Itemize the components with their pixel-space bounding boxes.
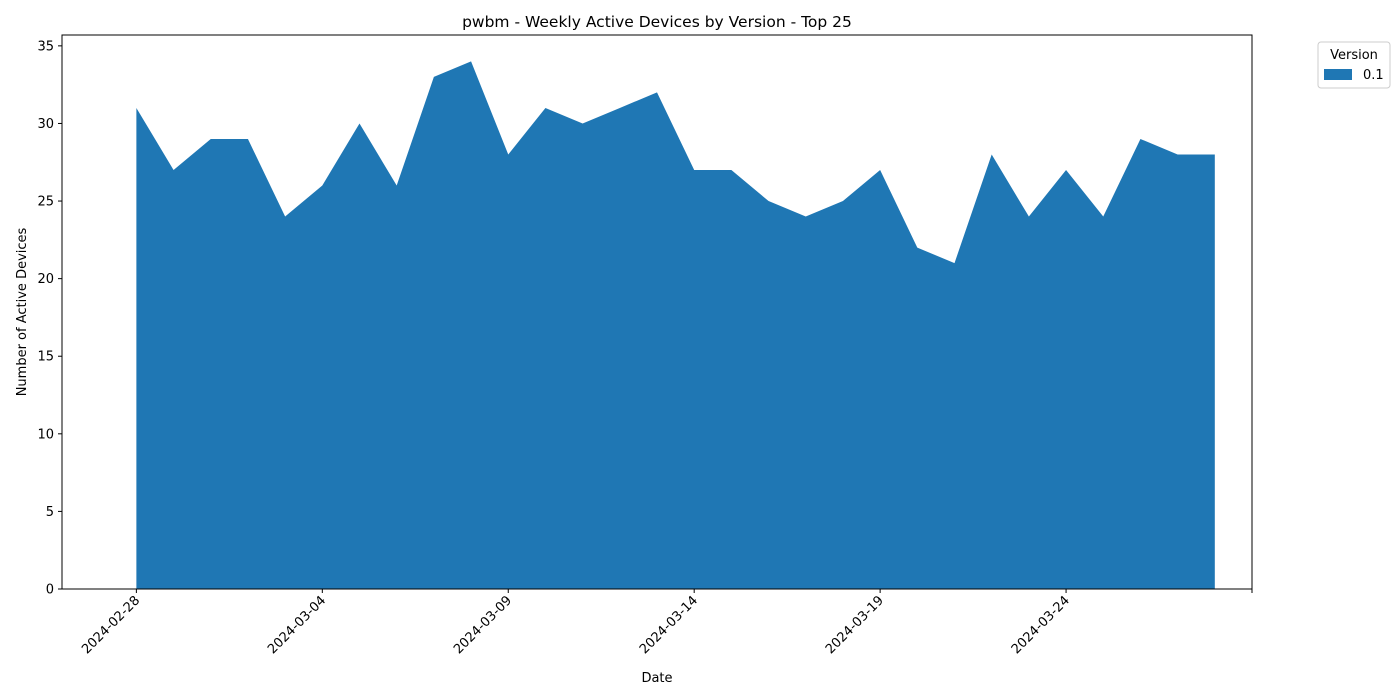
legend-title: Version xyxy=(1330,48,1378,63)
chart-title: pwbm - Weekly Active Devices by Version … xyxy=(462,13,852,31)
plot-frame xyxy=(61,34,1253,590)
y-axis-ticks: 0 5 10 15 20 25 30 35 xyxy=(37,39,62,598)
y-tick-label: 0 xyxy=(46,583,54,598)
y-tick-label: 30 xyxy=(37,117,54,132)
y-tick-label: 15 xyxy=(37,350,54,365)
y-tick-label: 35 xyxy=(37,39,54,54)
area-series-0.1 xyxy=(136,61,1215,589)
y-tick-label: 25 xyxy=(37,195,54,210)
y-tick-label: 20 xyxy=(37,272,54,287)
legend-entry-label: 0.1 xyxy=(1363,68,1384,83)
x-axis-label: Date xyxy=(641,671,672,686)
y-tick-label: 10 xyxy=(37,427,54,442)
legend: Version 0.1 xyxy=(1317,41,1391,89)
y-axis-label: Number of Active Devices xyxy=(15,227,30,396)
y-tick-label: 5 xyxy=(46,505,54,520)
legend-swatch xyxy=(1324,69,1352,80)
